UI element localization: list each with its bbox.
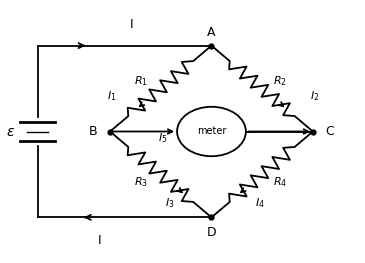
Text: $I_3$: $I_3$ bbox=[165, 196, 174, 210]
Text: A: A bbox=[207, 26, 216, 39]
Text: $R_2$: $R_2$ bbox=[273, 74, 287, 88]
Text: $R_3$: $R_3$ bbox=[134, 175, 148, 189]
Text: $I_4$: $I_4$ bbox=[255, 196, 265, 210]
Text: $R_4$: $R_4$ bbox=[273, 175, 288, 189]
Text: $R_1$: $R_1$ bbox=[134, 74, 148, 88]
Text: $I_2$: $I_2$ bbox=[310, 89, 319, 103]
Text: $I_5$: $I_5$ bbox=[158, 131, 167, 145]
Text: meter: meter bbox=[197, 127, 226, 136]
Text: I: I bbox=[130, 18, 134, 31]
Text: D: D bbox=[207, 226, 216, 240]
Text: C: C bbox=[326, 125, 334, 138]
Text: $\varepsilon$: $\varepsilon$ bbox=[6, 124, 15, 139]
Text: B: B bbox=[89, 125, 97, 138]
Text: I: I bbox=[97, 234, 101, 247]
Text: $I_1$: $I_1$ bbox=[107, 89, 117, 103]
